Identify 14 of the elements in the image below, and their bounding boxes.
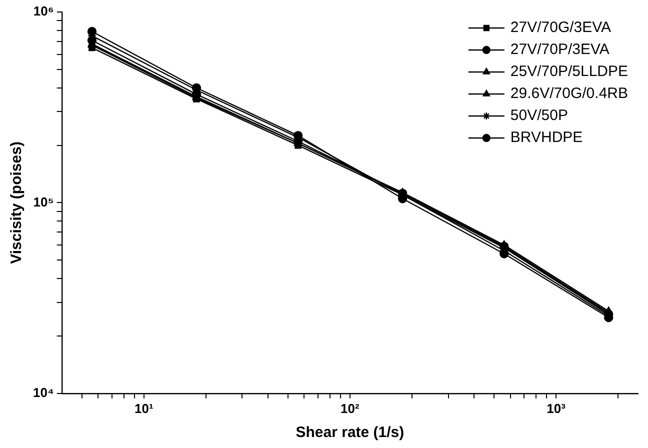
legend-label: 27V/70G/3EVA [510, 19, 612, 36]
legend-label: 27V/70P/3EVA [510, 41, 610, 58]
y-tick-label: 10⁴ [33, 384, 54, 400]
legend-label: 29.6V/70G/0.4RB [510, 85, 628, 102]
y-tick-label: 10⁵ [33, 194, 54, 210]
x-tick-label: 10¹ [134, 400, 154, 416]
x-axis-title: Shear rate (1/s) [296, 424, 404, 442]
y-tick-label: 10⁶ [33, 4, 54, 19]
legend-label: 25V/70P/5LLDPE [510, 63, 628, 80]
legend-label: 50V/50P [510, 107, 568, 124]
x-tick-label: 10² [340, 400, 360, 416]
legend-label: BRVHDPE [510, 129, 583, 146]
x-tick-label: 10³ [546, 400, 566, 416]
y-axis-title: Viscisity (poises) [8, 142, 26, 264]
